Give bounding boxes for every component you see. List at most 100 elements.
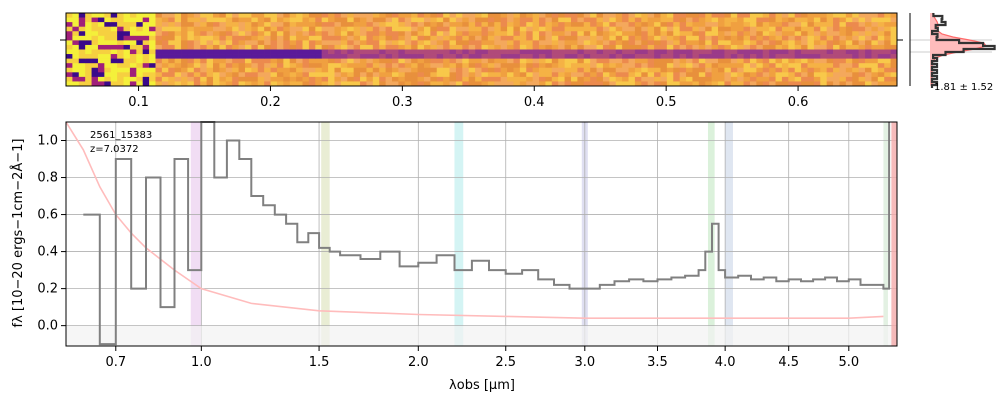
spectrum-2d-cell [500, 81, 508, 87]
spectrum-2d-cell [590, 54, 597, 59]
spectrum-2d-cell [328, 13, 335, 18]
spectrum-2d-cell [404, 35, 412, 41]
spectrum-2d-cell [558, 13, 565, 18]
spectrum-2d-cell [104, 58, 112, 64]
spectrum-2d-cell [730, 81, 738, 87]
spectrum-2d-cell [481, 44, 489, 50]
spectrum-2d-cell [858, 49, 866, 55]
spectrum-2d-cell [775, 81, 783, 87]
spectrum-2d-cell [149, 54, 156, 59]
spectrum-2d-cell [78, 54, 86, 59]
spectrum-2d-cell [852, 35, 859, 41]
spectrum-2d-cell [238, 44, 246, 50]
line-band [725, 122, 733, 346]
spectrum-2d-cell [615, 67, 623, 73]
spectrum-2d-cell [692, 54, 700, 59]
spectrum-2d-cell [711, 44, 719, 50]
spectrum-2d-cell [161, 35, 169, 41]
spectrum-2d-cell [877, 81, 885, 87]
spectrum-2d-cell [366, 31, 374, 37]
spectrum-2d-cell [724, 58, 732, 64]
spectrum-2d-cell [123, 54, 131, 59]
spectrum-2d-cell [149, 26, 156, 32]
spectrum-2d-cell [705, 31, 712, 37]
spectrum-2d-cell [698, 63, 706, 69]
spectrum-2d-cell [168, 40, 175, 46]
spectrum-2d-cell [219, 81, 227, 87]
spectrum-2d-cell [238, 35, 246, 41]
spectrum-2d-cell [149, 44, 156, 50]
spectrum-2d-cell [449, 63, 457, 69]
spectrum-2d-cell [545, 35, 553, 41]
spectrum-2d-cell [813, 54, 821, 59]
spectrum-2d-cell [666, 67, 674, 73]
spectrum-2d-cell [398, 54, 406, 59]
spectrum-2d-cell [129, 26, 137, 32]
spectrum-2d-cell [641, 22, 648, 27]
spectrum-2d-cell [628, 31, 636, 37]
spectrum-2d-cell [513, 63, 521, 69]
spectrum-2d-cell [328, 76, 335, 82]
spectrum-2d-cell [570, 54, 578, 59]
spectrum-2d-cell [264, 58, 271, 64]
spectrum-2d-cell [366, 22, 374, 27]
spectrum-2d-cell [609, 26, 617, 32]
spectrum-2d-cell [602, 81, 610, 87]
spectrum-2d-cell [686, 58, 693, 64]
x-tick-label: 3.0 [574, 355, 595, 370]
spectrum-2d-cell [647, 17, 655, 23]
spectrum-2d-cell [762, 31, 770, 37]
spectrum-2d-cell [78, 76, 86, 82]
spectrum-2d-cell [692, 72, 700, 78]
line-band [883, 122, 888, 346]
spectrum-2d-cell [737, 72, 744, 78]
spectrum-2d-cell [769, 35, 776, 41]
spectrum-2d-cell [666, 49, 674, 55]
spectrum-2d-cell [769, 40, 776, 46]
spectrum-2d-cell [187, 54, 195, 59]
spectrum-2d-cell [276, 22, 284, 27]
spectrum-2d-cell [564, 17, 572, 23]
spectrum-2d-cell [161, 26, 169, 32]
spectrum-2d-cell [686, 17, 693, 23]
spectrum-2d-cell [302, 81, 310, 87]
spectrum-2d-cell [622, 81, 629, 87]
spectrum-2d-cell [487, 58, 495, 64]
spectrum-2d-cell [660, 35, 668, 41]
spectrum-2d-cell [865, 26, 872, 32]
spectrum-2d-cell [334, 67, 342, 73]
spectrum-2d-cell [564, 81, 572, 87]
spectrum-2d-cell [526, 67, 533, 73]
spectrum-2d-cell [276, 76, 284, 82]
spectrum-2d-cell [353, 67, 361, 73]
spectrum-2d-cell [826, 54, 834, 59]
spectrum-2d-cell [513, 54, 521, 59]
spectrum-2d-cell [634, 40, 642, 46]
spectrum-2d-cell [775, 40, 783, 46]
spectrum-2d-cell [443, 44, 450, 50]
spectrum-2d-cell [711, 17, 719, 23]
spectrum-2d-cell [232, 44, 239, 50]
spectrum-2d-cell [865, 76, 872, 82]
spectrum-2d-cell [788, 76, 796, 82]
spectrum-2d-cell [539, 76, 546, 82]
spectrum-2d-cell [334, 31, 342, 37]
spectrum-2d-cell [455, 40, 463, 46]
spectrum-2d-cell [865, 13, 872, 18]
spectrum-2d-cell [225, 40, 233, 46]
spectrum-2d-cell [545, 49, 553, 55]
spectrum-2d-cell [679, 72, 687, 78]
spectrum-2d-cell [839, 31, 847, 37]
spectrum-2d-cell [526, 58, 533, 64]
spectrum-2d-cell [807, 58, 815, 64]
spectrum-2d-cell [532, 54, 540, 59]
spectrum-2d-cell [219, 44, 227, 50]
spectrum-2d-cell [340, 81, 348, 87]
spectrum-2d-cell [871, 58, 879, 64]
spectrum-2d-cell [200, 76, 207, 82]
spectrum-2d-cell [801, 13, 808, 18]
spectrum-2d-cell [794, 67, 802, 73]
spectrum-2d-cell [494, 54, 501, 59]
spectrum-2d-cell [149, 35, 156, 41]
spectrum-2d-cell [590, 40, 597, 46]
